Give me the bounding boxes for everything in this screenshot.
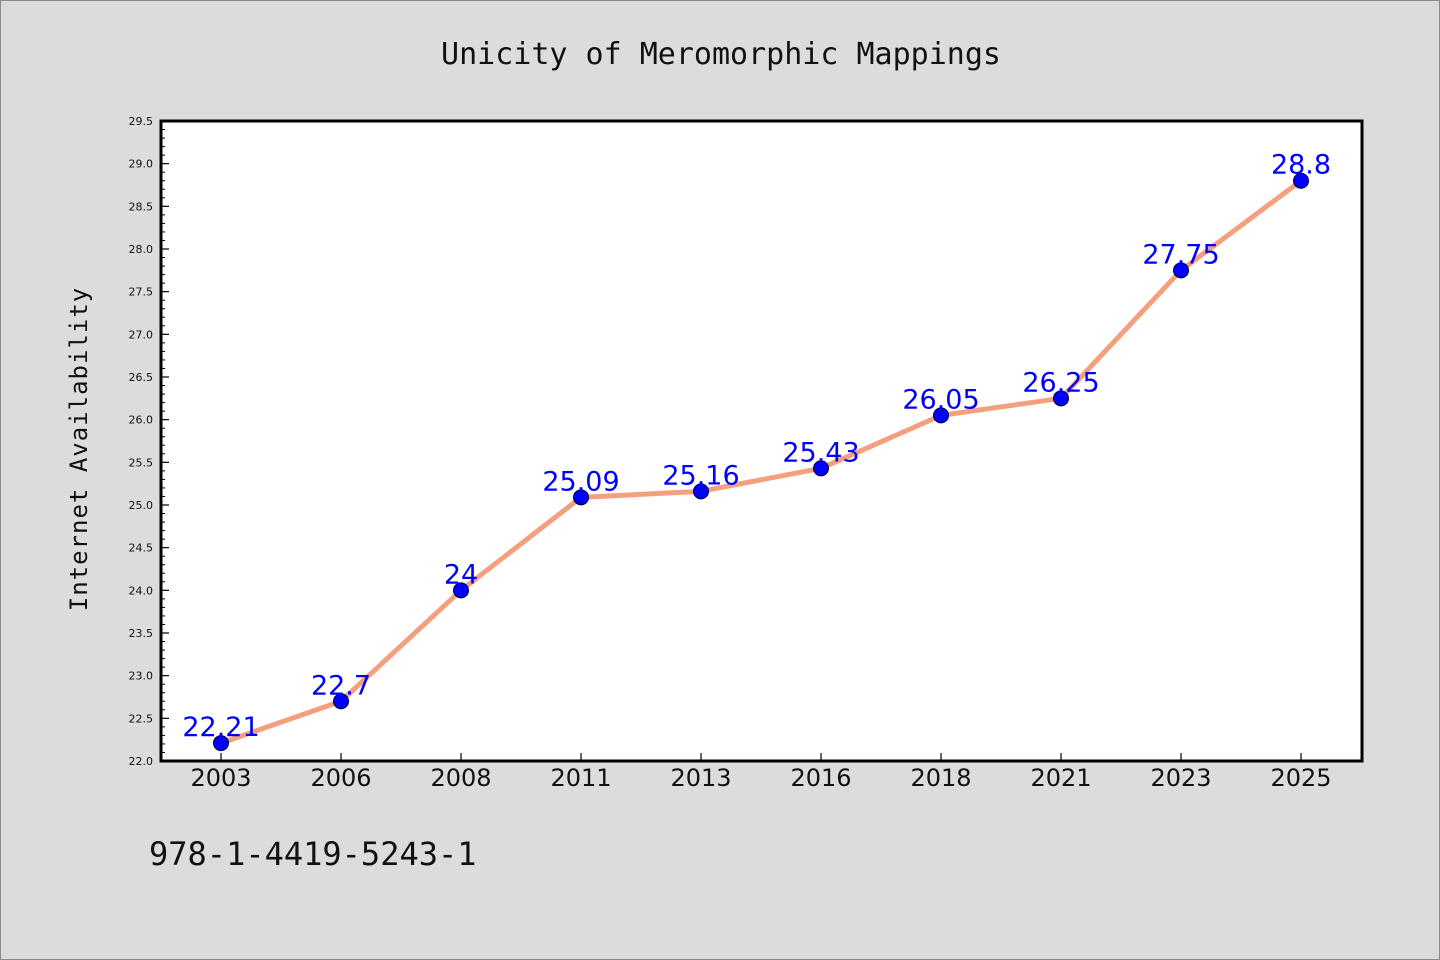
data-label: 27.75 bbox=[1142, 239, 1219, 270]
y-axis: 22.0 22.5 23.0 23.5 24.0 24.5 25.0 25.5 26.0 26.5… bbox=[129, 115, 169, 768]
footnote-isbn: 978-1-4419-5243-1 bbox=[149, 835, 477, 873]
x-tick-label: 2023 bbox=[1150, 764, 1211, 792]
plot-area bbox=[159, 119, 1364, 763]
x-tick-label: 2006 bbox=[310, 764, 371, 792]
y-tick-label: 24.5 bbox=[129, 542, 154, 555]
y-tick-label: 27.0 bbox=[129, 328, 154, 341]
y-tick-label: 22.5 bbox=[129, 712, 154, 725]
data-label: 25.43 bbox=[782, 437, 859, 468]
data-point bbox=[1053, 390, 1069, 407]
x-tick-label: 2016 bbox=[790, 764, 851, 792]
y-tick-label: 25.5 bbox=[129, 456, 154, 469]
y-tick-label: 27.5 bbox=[129, 286, 154, 299]
x-tick-label: 2018 bbox=[910, 764, 971, 792]
data-series bbox=[213, 172, 1309, 752]
series-line bbox=[218, 178, 1304, 746]
data-point bbox=[1173, 262, 1189, 279]
y-tick-label: 24.0 bbox=[129, 584, 154, 597]
data-point bbox=[213, 735, 229, 752]
data-label: 24 bbox=[444, 559, 478, 590]
y-tick-label: 28.0 bbox=[129, 243, 154, 256]
x-tick-label: 2021 bbox=[1030, 764, 1091, 792]
data-point bbox=[933, 407, 949, 424]
x-tick-label: 2011 bbox=[550, 764, 611, 792]
x-tick-label: 2008 bbox=[430, 764, 491, 792]
data-point bbox=[693, 483, 709, 500]
data-point bbox=[813, 460, 829, 477]
x-tick-label: 2003 bbox=[190, 764, 251, 792]
y-axis-title: Internet Availability bbox=[65, 287, 93, 611]
x-tick-label: 2013 bbox=[670, 764, 731, 792]
y-tick-label: 22.0 bbox=[129, 755, 154, 768]
data-label: 22.7 bbox=[311, 670, 371, 701]
y-tick-label: 29.0 bbox=[129, 158, 154, 171]
data-label: 25.16 bbox=[662, 460, 739, 491]
chart-title: Unicity of Meromorphic Mappings bbox=[441, 37, 1001, 72]
data-label: 28.8 bbox=[1271, 150, 1331, 181]
data-label: 26.05 bbox=[902, 384, 979, 415]
data-label: 26.25 bbox=[1022, 367, 1099, 398]
x-tick-label: 2025 bbox=[1270, 764, 1331, 792]
data-point bbox=[453, 582, 469, 599]
y-tick-label: 28.5 bbox=[129, 200, 154, 213]
data-point bbox=[573, 489, 589, 506]
data-labels: 22.21 22.7 24 25.09 25.16 25.43 26.05 26.25 27.7… bbox=[182, 150, 1331, 743]
y-tick-label: 23.5 bbox=[129, 627, 154, 640]
y-tick-label: 23.0 bbox=[129, 670, 154, 683]
data-point bbox=[1293, 172, 1309, 189]
y-tick-label: 25.0 bbox=[129, 499, 154, 512]
data-label: 25.09 bbox=[542, 466, 619, 497]
data-label: 22.21 bbox=[182, 712, 259, 743]
y-tick-label: 26.0 bbox=[129, 414, 154, 427]
y-tick-label: 26.5 bbox=[129, 371, 154, 384]
x-axis: 2003 2006 2008 2011 2013 2016 2018 2021 2023 2025 bbox=[190, 753, 1332, 792]
y-tick-label: 29.5 bbox=[129, 115, 154, 128]
data-point bbox=[333, 693, 349, 710]
